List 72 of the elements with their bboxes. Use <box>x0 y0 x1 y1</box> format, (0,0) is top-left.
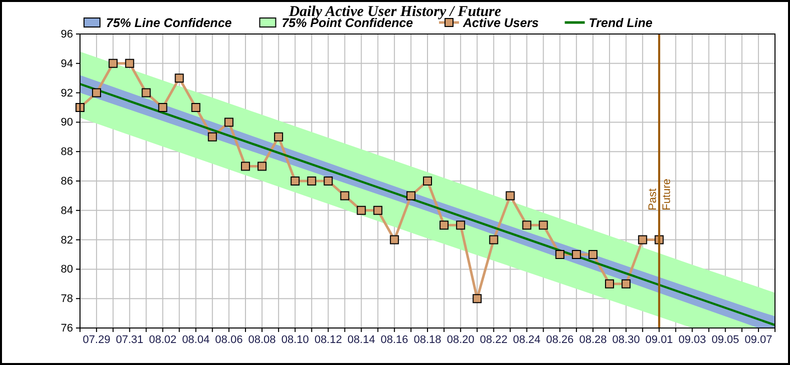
point <box>373 206 382 215</box>
point <box>456 220 466 230</box>
annotation: Future <box>661 178 674 210</box>
y-tick-label: 92 <box>60 87 73 100</box>
x-tick-label: 08.08 <box>248 334 276 346</box>
x-tick-label: 07.31 <box>116 334 144 346</box>
x-tick-label: 08.18 <box>414 334 442 346</box>
point <box>324 176 333 186</box>
point <box>506 191 515 200</box>
point <box>406 191 416 200</box>
y-tick-label: 96 <box>60 28 73 41</box>
legend-label: Active Users <box>462 16 539 30</box>
point <box>489 235 498 244</box>
point <box>191 103 200 112</box>
y-tick-label: 88 <box>60 146 73 158</box>
point <box>588 250 598 259</box>
ref-line-label: Past <box>647 188 660 210</box>
x-tick-label: 08.28 <box>579 334 607 346</box>
point <box>92 88 102 98</box>
point <box>423 176 432 186</box>
y-tick-label: 90 <box>60 116 73 129</box>
x-tick-label: 08.12 <box>314 334 342 346</box>
x-tick-label: 08.16 <box>380 334 408 346</box>
point <box>240 162 250 171</box>
x-tick-label: 08.02 <box>148 334 177 346</box>
point <box>390 235 399 244</box>
x-tick-label: 09.03 <box>678 334 706 346</box>
point <box>638 235 648 244</box>
legend-label: Trend Line <box>588 16 652 30</box>
x-tick-label: 08.30 <box>612 334 640 346</box>
point <box>538 220 548 230</box>
point <box>174 74 184 83</box>
y-tick-label: 76 <box>60 322 73 335</box>
point <box>472 294 482 304</box>
point <box>158 103 168 112</box>
x-tick-label: 08.04 <box>182 334 210 346</box>
y-tick-label: 82 <box>60 234 73 246</box>
point <box>274 132 284 142</box>
point <box>307 176 316 186</box>
x-tick-label: 09.01 <box>645 334 673 346</box>
y-tick-label: 84 <box>60 204 73 217</box>
y-tick-label: 94 <box>60 58 73 70</box>
point <box>142 88 151 98</box>
point <box>605 279 614 288</box>
x-tick-label: 08.14 <box>348 334 376 346</box>
point <box>258 162 267 171</box>
point <box>340 191 350 200</box>
point <box>572 250 581 259</box>
y-tick-label: 80 <box>60 264 73 276</box>
x-tick-label: 09.05 <box>712 334 740 346</box>
point <box>522 220 532 230</box>
point <box>440 220 449 230</box>
x-tick-label: 08.22 <box>480 334 508 346</box>
x-tick-label: 08.10 <box>281 334 309 346</box>
point <box>125 58 134 68</box>
point <box>622 279 631 288</box>
x-tick-label: 08.06 <box>215 334 243 346</box>
x-tick-label: 08.26 <box>546 334 574 346</box>
point <box>555 250 564 259</box>
point <box>208 132 217 142</box>
x-tick-label: 08.20 <box>446 334 474 346</box>
point <box>356 206 366 215</box>
x-tick-label: 08.24 <box>513 334 541 346</box>
point <box>108 58 118 68</box>
legend-label: 75% Line Confidence <box>106 16 232 30</box>
point <box>76 103 84 112</box>
point <box>224 118 234 127</box>
y-tick-label: 78 <box>60 293 73 306</box>
point <box>290 176 300 186</box>
y-tick-label: 86 <box>60 176 73 188</box>
x-tick-label: 07.29 <box>82 334 110 346</box>
x-tick-label: 09.07 <box>744 334 772 346</box>
